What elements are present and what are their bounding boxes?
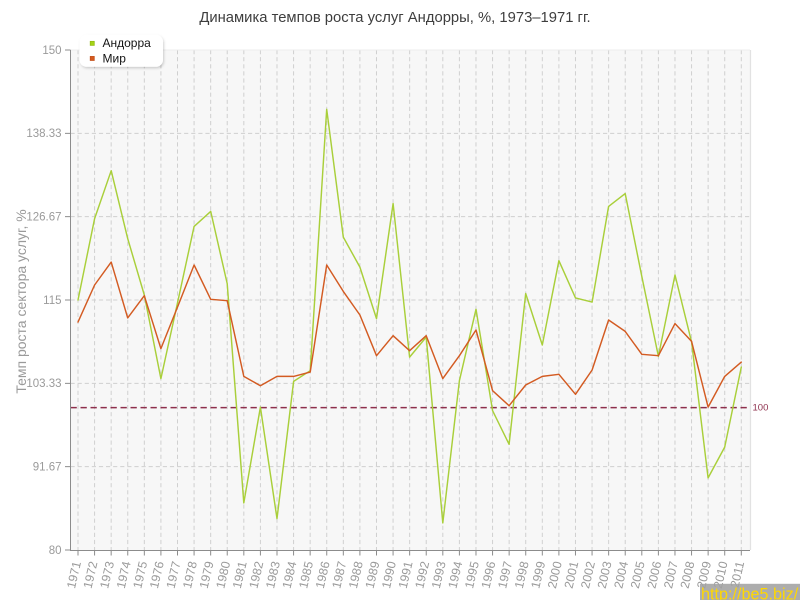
svg-text:100: 100: [753, 402, 769, 413]
svg-text:91.67: 91.67: [33, 461, 62, 473]
svg-text:1996: 1996: [479, 560, 499, 590]
svg-text:1982: 1982: [247, 560, 267, 590]
svg-text:1998: 1998: [512, 560, 532, 590]
svg-text:1977: 1977: [164, 560, 184, 590]
svg-text:103.33: 103.33: [26, 378, 61, 390]
svg-text:2001: 2001: [562, 560, 582, 590]
svg-text:2009: 2009: [694, 560, 714, 590]
svg-text:http://be5.biz/: http://be5.biz/: [701, 585, 799, 600]
svg-text:2006: 2006: [645, 560, 665, 590]
svg-text:2011: 2011: [728, 560, 748, 589]
svg-text:Темп роста сектора услуг, %: Темп роста сектора услуг, %: [13, 209, 29, 393]
svg-text:2002: 2002: [578, 560, 598, 590]
svg-text:2005: 2005: [628, 560, 648, 590]
svg-text:Андорра: Андорра: [103, 36, 152, 50]
svg-text:1979: 1979: [197, 560, 217, 590]
svg-text:1989: 1989: [363, 560, 383, 590]
svg-text:1974: 1974: [114, 560, 134, 590]
svg-text:1980: 1980: [213, 560, 233, 590]
svg-text:1975: 1975: [130, 560, 150, 590]
svg-text:150: 150: [42, 45, 61, 57]
svg-text:1988: 1988: [346, 560, 366, 590]
svg-text:1990: 1990: [379, 560, 399, 590]
svg-text:1983: 1983: [263, 560, 283, 590]
svg-text:138.33: 138.33: [26, 128, 61, 140]
svg-text:2007: 2007: [661, 560, 681, 590]
svg-text:1972: 1972: [81, 560, 101, 590]
svg-text:80: 80: [49, 545, 62, 557]
svg-text:1981: 1981: [230, 560, 250, 590]
svg-text:1987: 1987: [329, 560, 349, 590]
svg-text:1992: 1992: [412, 560, 432, 590]
svg-text:Динамика темпов роста услуг Ан: Динамика темпов роста услуг Андорры, %, …: [199, 10, 590, 26]
svg-text:1978: 1978: [180, 560, 200, 590]
svg-text:1985: 1985: [296, 560, 316, 590]
svg-text:1993: 1993: [429, 560, 449, 590]
svg-text:2004: 2004: [611, 560, 631, 590]
svg-text:126.67: 126.67: [26, 211, 61, 223]
svg-text:2003: 2003: [595, 560, 615, 590]
svg-text:1984: 1984: [280, 560, 300, 590]
svg-text:2008: 2008: [678, 560, 698, 590]
svg-text:1986: 1986: [313, 560, 333, 590]
svg-text:1994: 1994: [446, 560, 466, 590]
svg-text:1976: 1976: [147, 560, 167, 590]
svg-text:Мир: Мир: [103, 51, 127, 65]
svg-text:2000: 2000: [545, 560, 565, 590]
svg-text:1991: 1991: [396, 560, 416, 590]
svg-text:2010: 2010: [711, 560, 731, 590]
svg-text:1999: 1999: [528, 560, 548, 590]
svg-text:115: 115: [43, 295, 61, 307]
svg-text:1971: 1971: [64, 560, 84, 590]
svg-text:1997: 1997: [495, 560, 515, 590]
svg-text:1995: 1995: [462, 560, 482, 590]
svg-text:1973: 1973: [97, 560, 117, 590]
